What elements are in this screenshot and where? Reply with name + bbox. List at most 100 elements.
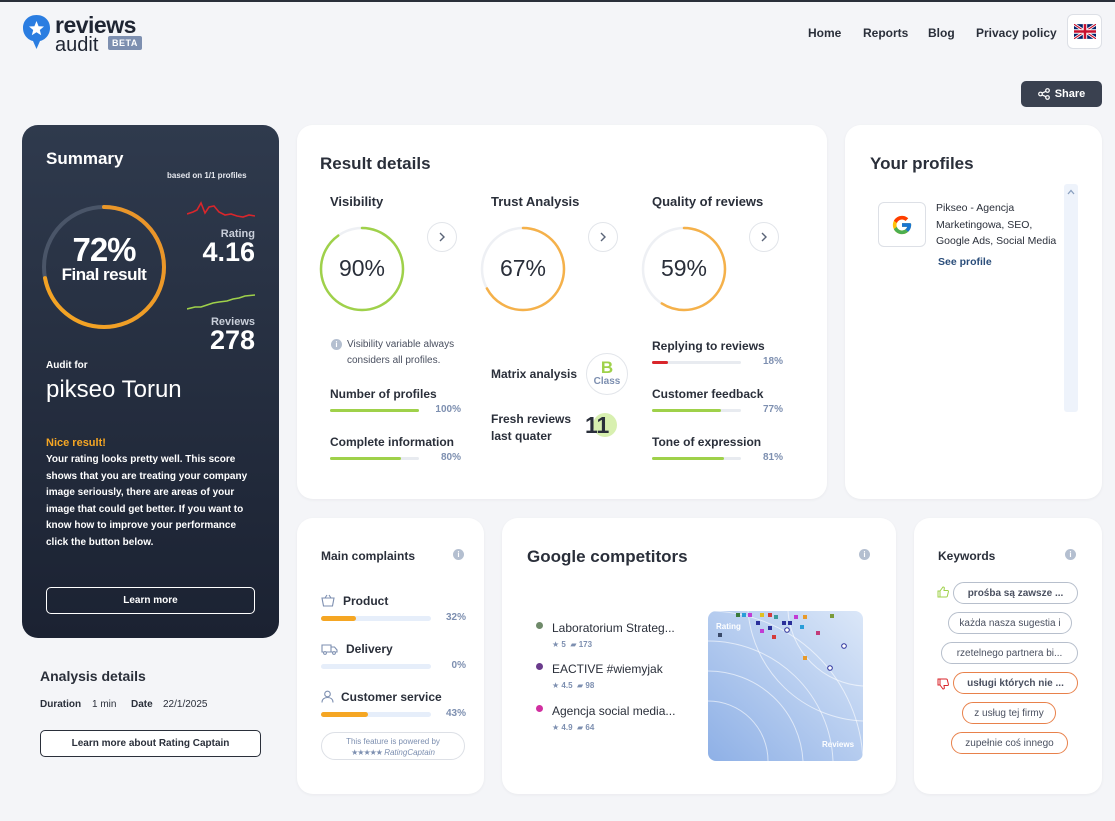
info-icon[interactable]: i (859, 549, 870, 560)
reviews-label: Reviews (210, 316, 255, 328)
complaint-product-label: Product (343, 594, 389, 608)
powered-by-badge[interactable]: This feature is powered by ★★★★★ RatingC… (321, 732, 465, 760)
info-icon[interactable]: i (1065, 549, 1076, 560)
keyword-positive[interactable]: każda nasza sugestia i (948, 612, 1072, 634)
competitor-reviews: 173 (578, 640, 593, 649)
analysis-details-title: Analysis details (40, 668, 146, 684)
matrix-x-label: Reviews (822, 740, 855, 749)
competitor-reviews: 64 (585, 723, 595, 732)
keyword-positive[interactable]: prośba są zawsze ... (953, 582, 1078, 604)
metric-number-of-profiles-pct: 100% (435, 404, 461, 415)
your-profiles-card: Your profiles Pikseo - Agencja Marketing… (845, 125, 1102, 499)
logo-text-reviews: reviews (55, 12, 136, 38)
complaint-delivery-label: Delivery (346, 642, 393, 656)
learn-more-button[interactable]: Learn more (46, 587, 255, 614)
complaint-product-bar (321, 616, 431, 621)
logo-icon (23, 15, 50, 49)
competitor-name[interactable]: EACTIVE #wiemyjak (552, 662, 663, 676)
comment-icon: ▰ (576, 681, 584, 690)
competitor-name[interactable]: Laboratorium Strateg... (552, 621, 675, 635)
nav-privacy-policy[interactable]: Privacy policy (976, 26, 1057, 40)
metric-replying-bar (652, 361, 741, 364)
nice-result-heading: Nice result! (46, 437, 106, 449)
audit-company-name: pikseo Torun (46, 376, 182, 403)
stars-icon: ★★★★★ (351, 748, 383, 757)
visibility-title: Visibility (330, 194, 384, 209)
quality-of-reviews-percent: 59% (660, 255, 708, 281)
keyword-negative[interactable]: usługi których nie ... (953, 672, 1078, 694)
beta-badge: BETA (108, 36, 142, 50)
main-complaints-title: Main complaints (321, 549, 416, 563)
metric-complete-information-label: Complete information (330, 435, 455, 449)
metric-tone-bar (652, 457, 741, 460)
metric-tone-pct: 81% (762, 452, 783, 463)
rating-value: 4.16 (202, 237, 255, 267)
chevron-right-icon (600, 232, 606, 242)
matrix-analysis-label: Matrix analysis (491, 367, 578, 381)
truck-icon (321, 644, 338, 655)
competitor-rating: 4.9 (561, 723, 573, 732)
rating-captain-logo: ★★★★★ RatingCaptain (322, 748, 464, 758)
metric-replying-pct: 18% (762, 356, 783, 367)
competitor-rating: 5 (561, 640, 566, 649)
language-button[interactable] (1067, 14, 1102, 49)
trust-analysis-ring (480, 226, 566, 312)
competitor-meta: ★ 4.9 ▰ 64 (552, 723, 594, 732)
share-label: Share (1054, 88, 1086, 100)
date-value: 22/1/2025 (163, 699, 208, 710)
metric-customer-feedback-pct: 77% (762, 404, 783, 415)
star-icon: ★ (552, 640, 560, 649)
metric-number-of-profiles-label: Number of profiles (330, 387, 437, 401)
logo[interactable]: reviews audit BETA (22, 12, 152, 56)
nav-home[interactable]: Home (808, 26, 842, 40)
competitor-meta: ★ 5 ▰ 173 (552, 640, 592, 649)
share-button[interactable]: Share (1021, 81, 1102, 107)
keyword-negative[interactable]: z usług tej firmy (962, 702, 1056, 724)
duration-label: Duration (40, 699, 82, 710)
competitor-name[interactable]: Agencja social media... (552, 704, 676, 718)
reviews-value: 278 (209, 325, 255, 355)
visibility-ring (319, 226, 405, 312)
see-profile-link[interactable]: See profile (938, 256, 992, 268)
audit-for-label: Audit for (46, 360, 88, 371)
trust-analysis-percent: 67% (499, 255, 547, 281)
reviews-sparkline (187, 294, 255, 310)
matrix-class-word: Class (593, 376, 621, 387)
nav-blog[interactable]: Blog (928, 26, 955, 40)
user-icon (321, 690, 334, 703)
summary-based-on: based on 1/1 profiles (167, 171, 247, 180)
metric-number-of-profiles-bar (330, 409, 419, 412)
keyword-positive[interactable]: rzetelnego partnera bi... (941, 642, 1078, 664)
logo-text-audit: audit (55, 34, 99, 56)
learn-more-rating-captain-button[interactable]: Learn more about Rating Captain (40, 730, 261, 757)
metric-customer-feedback-bar (652, 409, 741, 412)
main-complaints-card: Main complaints i Product 32% Delivery 0… (297, 518, 484, 794)
profiles-scrollbar[interactable] (1064, 184, 1078, 412)
your-profiles-title: Your profiles (870, 154, 974, 173)
metric-complete-information-bar (330, 457, 419, 460)
visibility-percent: 90% (338, 255, 386, 281)
matrix-y-label: Rating (716, 622, 741, 631)
quality-details-button[interactable] (749, 222, 779, 252)
comment-icon: ▰ (570, 640, 577, 649)
duration-value: 1 min (92, 699, 117, 710)
visibility-note: Visibility variable always considers all… (347, 339, 455, 366)
rating-label: Rating (220, 228, 255, 240)
visibility-details-button[interactable] (427, 222, 457, 252)
info-icon[interactable]: i (453, 549, 464, 560)
trust-analysis-details-button[interactable] (588, 222, 618, 252)
trust-analysis-title: Trust Analysis (491, 194, 580, 209)
keyword-negative[interactable]: zupełnie coś innego (951, 732, 1068, 754)
fresh-reviews-badge: 11 (585, 412, 617, 438)
quality-of-reviews-title: Quality of reviews (652, 194, 764, 209)
final-result-label: Final result (61, 265, 147, 284)
competitors-matrix-chart[interactable] (708, 611, 863, 761)
competitor-rating: 4.5 (561, 681, 573, 690)
google-icon (892, 215, 912, 234)
rating-sparkline (187, 201, 255, 218)
chevron-right-icon (761, 232, 767, 242)
complaint-product-pct: 32% (445, 612, 466, 623)
rating-captain-name: RatingCaptain (384, 748, 435, 757)
nav-reports[interactable]: Reports (863, 26, 909, 40)
chevron-right-icon (439, 232, 445, 242)
